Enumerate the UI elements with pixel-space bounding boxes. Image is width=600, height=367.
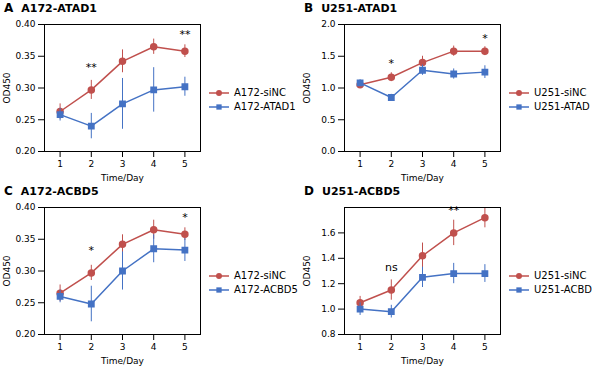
svg-text:*: *	[389, 57, 395, 70]
html-text:U251-ATAD: U251-ATAD	[534, 101, 590, 112]
svg-text:4: 4	[451, 159, 457, 169]
svg-text:OD450: OD450	[302, 72, 312, 103]
svg-text:0.30: 0.30	[15, 83, 35, 93]
html-text:A172-ACBD5: A172-ACBD5	[20, 185, 99, 198]
svg-text:0.30: 0.30	[15, 266, 35, 276]
svg-text:5: 5	[482, 342, 488, 352]
svg-text:*: *	[89, 244, 95, 257]
html-text:A172-siNC: A172-siNC	[234, 270, 286, 281]
svg-text:1: 1	[357, 342, 363, 352]
html-text:U251-ACBD5: U251-ACBD5	[322, 185, 401, 198]
html-text:A172-ACBD5: A172-ACBD5	[234, 284, 298, 295]
svg-text:*: *	[482, 32, 488, 45]
html-text:C: C	[4, 184, 13, 198]
svg-text:1.0: 1.0	[321, 304, 336, 314]
svg-text:Time/Day: Time/Day	[100, 356, 145, 366]
svg-text:0.25: 0.25	[15, 298, 35, 308]
svg-text:0.40: 0.40	[15, 202, 35, 212]
svg-text:2.0: 2.0	[321, 19, 336, 29]
html-text:B: B	[304, 1, 314, 15]
svg-text:1: 1	[57, 159, 63, 169]
html-text:D: D	[304, 184, 314, 198]
svg-text:0.20: 0.20	[15, 329, 35, 339]
html-text:A172-ATAD1: A172-ATAD1	[234, 101, 296, 112]
svg-text:1: 1	[357, 159, 363, 169]
svg-text:0.35: 0.35	[15, 51, 35, 61]
svg-text:ns: ns	[385, 261, 398, 274]
svg-text:2: 2	[388, 342, 394, 352]
svg-text:1: 1	[57, 342, 63, 352]
html-text:A172-siNC: A172-siNC	[234, 87, 286, 98]
svg-text:OD450: OD450	[2, 255, 12, 286]
svg-text:**: **	[86, 61, 98, 74]
svg-text:0.20: 0.20	[15, 146, 35, 156]
svg-text:0.0: 0.0	[321, 146, 336, 156]
html-text:U251-siNC: U251-siNC	[534, 87, 587, 98]
svg-text:2: 2	[88, 342, 94, 352]
html-text:U251-ATAD1: U251-ATAD1	[321, 2, 398, 15]
svg-text:**: **	[179, 28, 191, 41]
svg-text:1.6: 1.6	[321, 228, 336, 238]
svg-text:3: 3	[420, 342, 426, 352]
svg-text:5: 5	[182, 342, 188, 352]
svg-text:1.0: 1.0	[321, 83, 336, 93]
svg-text:1.2: 1.2	[321, 279, 335, 289]
svg-text:OD450: OD450	[302, 255, 312, 286]
svg-text:Time/Day: Time/Day	[100, 173, 145, 183]
html-text:U251-siNC: U251-siNC	[534, 270, 587, 281]
html-text:A: A	[4, 1, 14, 15]
svg-text:4: 4	[151, 342, 157, 352]
svg-text:2: 2	[388, 159, 394, 169]
svg-text:2: 2	[88, 159, 94, 169]
svg-text:5: 5	[182, 159, 188, 169]
svg-text:0.5: 0.5	[321, 115, 335, 125]
html-text:A172-ATAD1: A172-ATAD1	[21, 2, 97, 15]
svg-text:**: **	[448, 204, 460, 217]
svg-text:Time/Day: Time/Day	[400, 173, 445, 183]
html-text:U251-ACBD: U251-ACBD	[534, 284, 592, 295]
svg-text:Time/Day: Time/Day	[400, 356, 445, 366]
svg-text:1.5: 1.5	[321, 51, 335, 61]
svg-text:OD450: OD450	[2, 72, 12, 103]
svg-text:0.25: 0.25	[15, 115, 35, 125]
svg-text:3: 3	[120, 159, 126, 169]
svg-text:0.8: 0.8	[321, 329, 336, 339]
svg-text:5: 5	[482, 159, 488, 169]
svg-text:4: 4	[451, 342, 457, 352]
svg-text:3: 3	[120, 342, 126, 352]
svg-text:1.4: 1.4	[321, 253, 336, 263]
svg-text:0.40: 0.40	[15, 19, 35, 29]
svg-text:4: 4	[151, 159, 157, 169]
svg-text:3: 3	[420, 159, 426, 169]
svg-text:0.35: 0.35	[15, 234, 35, 244]
svg-text:*: *	[182, 211, 188, 224]
